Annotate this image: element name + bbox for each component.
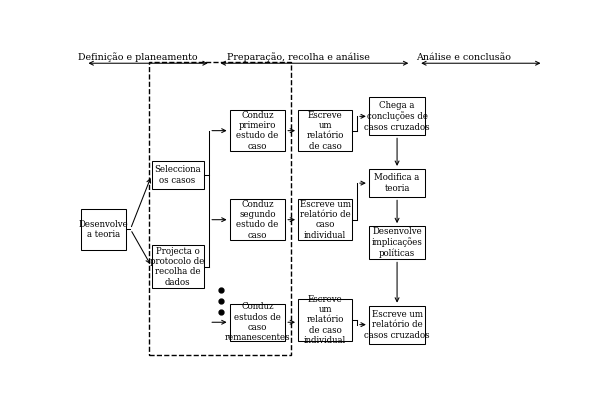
Text: Conduz
primeiro
estudo de
caso: Conduz primeiro estudo de caso [236, 111, 278, 151]
Text: Desenvolve
a teoria: Desenvolve a teoria [79, 220, 128, 239]
FancyBboxPatch shape [369, 169, 425, 197]
Text: Modifica a
teoria: Modifica a teoria [375, 173, 420, 193]
Text: Definição e planeamento: Definição e planeamento [78, 52, 197, 62]
Text: Escreve um
relatório de
caso
individual: Escreve um relatório de caso individual [300, 199, 351, 240]
FancyBboxPatch shape [369, 306, 425, 344]
FancyBboxPatch shape [81, 209, 125, 250]
Text: Conduz
segundo
estudo de
caso: Conduz segundo estudo de caso [236, 199, 278, 240]
FancyBboxPatch shape [369, 226, 425, 259]
Text: Escreve
um
relatório
de caso
individual: Escreve um relatório de caso individual [304, 294, 347, 345]
Text: Análise e conclusão: Análise e conclusão [416, 53, 510, 62]
Text: Escreve um
relatório de
casos cruzados: Escreve um relatório de casos cruzados [364, 310, 430, 339]
FancyBboxPatch shape [230, 199, 285, 240]
Text: Preparação, recolha e análise: Preparação, recolha e análise [227, 52, 370, 62]
FancyBboxPatch shape [152, 245, 203, 288]
Text: Chega a
concluções de
casos cruzados: Chega a concluções de casos cruzados [364, 101, 430, 132]
Text: Conduz
estudos de
caso
remanescentes: Conduz estudos de caso remanescentes [225, 302, 290, 342]
FancyBboxPatch shape [298, 110, 352, 151]
FancyBboxPatch shape [152, 161, 203, 190]
Text: Selecciona
os casos: Selecciona os casos [154, 166, 201, 185]
FancyBboxPatch shape [230, 110, 285, 151]
Text: Desenvolve
implicações
políticas: Desenvolve implicações políticas [371, 227, 423, 259]
Text: Projecta o
protocolo de
recolha de
dados: Projecta o protocolo de recolha de dados [150, 247, 205, 287]
FancyBboxPatch shape [230, 304, 285, 341]
Text: Escreve
um
relatório
de caso: Escreve um relatório de caso [306, 111, 343, 151]
FancyBboxPatch shape [369, 97, 425, 135]
FancyBboxPatch shape [298, 199, 352, 240]
FancyBboxPatch shape [298, 299, 352, 341]
